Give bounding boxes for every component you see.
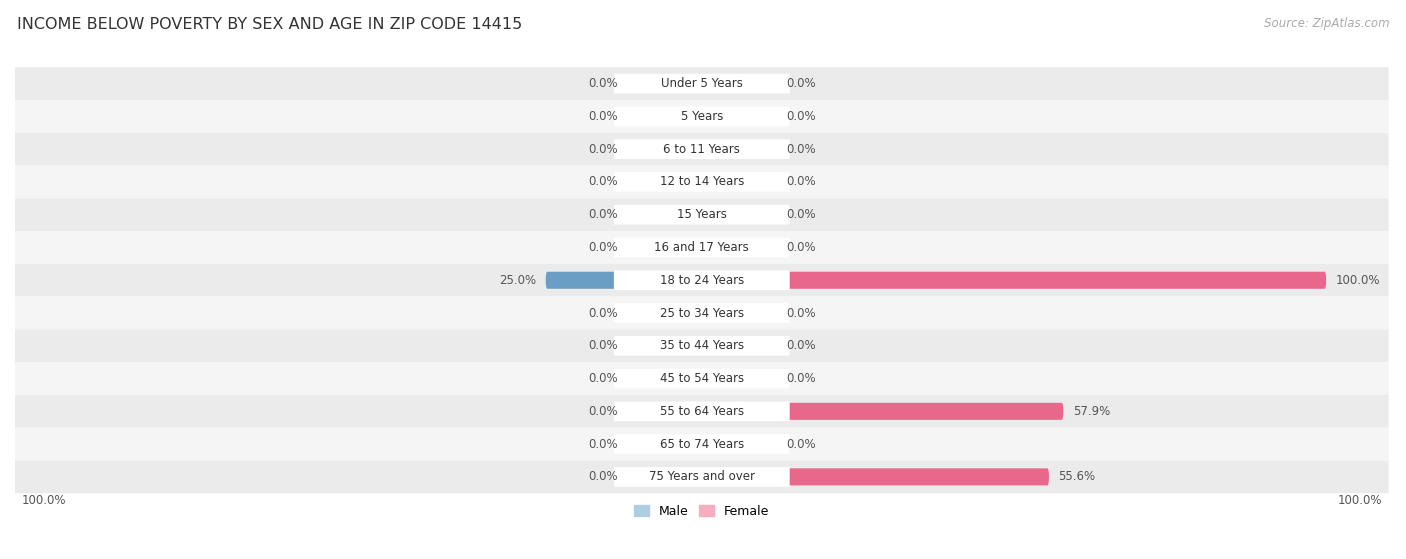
Text: 0.0%: 0.0% [588,438,617,451]
FancyBboxPatch shape [614,303,790,323]
FancyBboxPatch shape [627,173,702,191]
FancyBboxPatch shape [546,272,702,289]
Text: 55.6%: 55.6% [1059,470,1095,484]
Text: 25.0%: 25.0% [499,274,536,287]
Text: Source: ZipAtlas.com: Source: ZipAtlas.com [1264,17,1389,30]
FancyBboxPatch shape [702,468,1049,485]
Text: 18 to 24 Years: 18 to 24 Years [659,274,744,287]
FancyBboxPatch shape [702,108,776,125]
FancyBboxPatch shape [614,205,790,225]
FancyBboxPatch shape [702,435,776,453]
FancyBboxPatch shape [627,337,702,354]
Text: 0.0%: 0.0% [786,143,815,155]
FancyBboxPatch shape [627,435,702,453]
FancyBboxPatch shape [627,108,702,125]
Text: 55 to 64 Years: 55 to 64 Years [659,405,744,418]
Text: 0.0%: 0.0% [588,470,617,484]
FancyBboxPatch shape [627,141,702,158]
FancyBboxPatch shape [702,370,776,387]
FancyBboxPatch shape [614,467,790,487]
FancyBboxPatch shape [15,395,1389,428]
FancyBboxPatch shape [702,206,776,223]
FancyBboxPatch shape [15,67,1389,100]
Text: 57.9%: 57.9% [1073,405,1109,418]
FancyBboxPatch shape [614,434,790,454]
FancyBboxPatch shape [614,401,790,421]
FancyBboxPatch shape [15,133,1389,165]
Text: 35 to 44 Years: 35 to 44 Years [659,339,744,352]
Text: 0.0%: 0.0% [588,77,617,90]
Text: 0.0%: 0.0% [588,208,617,221]
FancyBboxPatch shape [702,75,776,92]
FancyBboxPatch shape [627,468,702,485]
FancyBboxPatch shape [702,272,1326,289]
FancyBboxPatch shape [15,198,1389,231]
FancyBboxPatch shape [15,165,1389,198]
FancyBboxPatch shape [702,141,776,158]
Text: 0.0%: 0.0% [786,241,815,254]
FancyBboxPatch shape [614,172,790,192]
FancyBboxPatch shape [627,239,702,256]
Legend: Male, Female: Male, Female [630,500,775,523]
FancyBboxPatch shape [614,139,790,159]
Text: 0.0%: 0.0% [786,77,815,90]
Text: 0.0%: 0.0% [786,438,815,451]
Text: 15 Years: 15 Years [676,208,727,221]
Text: 0.0%: 0.0% [786,339,815,352]
Text: 0.0%: 0.0% [588,143,617,155]
FancyBboxPatch shape [702,305,776,321]
Text: 0.0%: 0.0% [588,176,617,188]
Text: 0.0%: 0.0% [786,208,815,221]
Text: 16 and 17 Years: 16 and 17 Years [654,241,749,254]
Text: 100.0%: 100.0% [21,494,66,507]
FancyBboxPatch shape [614,74,790,93]
Text: INCOME BELOW POVERTY BY SEX AND AGE IN ZIP CODE 14415: INCOME BELOW POVERTY BY SEX AND AGE IN Z… [17,17,522,32]
Text: 100.0%: 100.0% [1336,274,1381,287]
FancyBboxPatch shape [627,370,702,387]
Text: 100.0%: 100.0% [1339,494,1382,507]
Text: 0.0%: 0.0% [588,306,617,320]
FancyBboxPatch shape [15,297,1389,329]
Text: 5 Years: 5 Years [681,110,723,123]
FancyBboxPatch shape [702,173,776,191]
Text: 0.0%: 0.0% [786,372,815,385]
Text: 0.0%: 0.0% [588,405,617,418]
Text: 0.0%: 0.0% [588,110,617,123]
FancyBboxPatch shape [614,271,790,290]
FancyBboxPatch shape [702,337,776,354]
FancyBboxPatch shape [614,238,790,257]
FancyBboxPatch shape [702,403,1063,420]
Text: 0.0%: 0.0% [588,339,617,352]
Text: 12 to 14 Years: 12 to 14 Years [659,176,744,188]
FancyBboxPatch shape [15,362,1389,395]
Text: 0.0%: 0.0% [786,306,815,320]
FancyBboxPatch shape [627,206,702,223]
FancyBboxPatch shape [15,264,1389,297]
FancyBboxPatch shape [627,305,702,321]
Text: 0.0%: 0.0% [588,372,617,385]
FancyBboxPatch shape [15,100,1389,133]
Text: 6 to 11 Years: 6 to 11 Years [664,143,740,155]
FancyBboxPatch shape [614,336,790,356]
Text: 65 to 74 Years: 65 to 74 Years [659,438,744,451]
FancyBboxPatch shape [614,369,790,389]
FancyBboxPatch shape [15,461,1389,493]
FancyBboxPatch shape [614,107,790,126]
Text: 0.0%: 0.0% [588,241,617,254]
FancyBboxPatch shape [702,239,776,256]
Text: 75 Years and over: 75 Years and over [648,470,755,484]
Text: 0.0%: 0.0% [786,110,815,123]
FancyBboxPatch shape [15,428,1389,461]
FancyBboxPatch shape [627,403,702,420]
Text: 45 to 54 Years: 45 to 54 Years [659,372,744,385]
Text: 0.0%: 0.0% [786,176,815,188]
FancyBboxPatch shape [15,231,1389,264]
Text: 25 to 34 Years: 25 to 34 Years [659,306,744,320]
FancyBboxPatch shape [15,329,1389,362]
FancyBboxPatch shape [627,75,702,92]
Text: Under 5 Years: Under 5 Years [661,77,742,90]
